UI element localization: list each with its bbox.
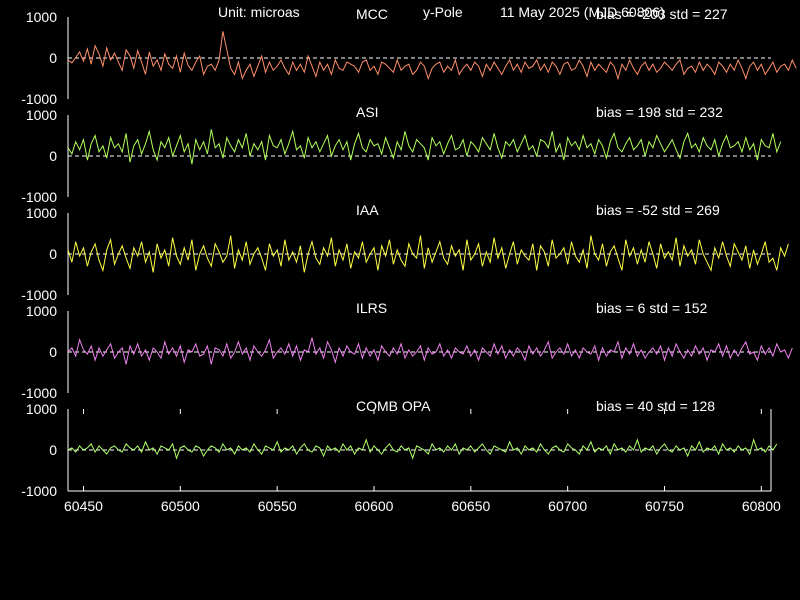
- y-tick-label: 1000: [26, 107, 57, 123]
- series-label: MCC: [356, 6, 388, 22]
- y-tick-label: 1000: [26, 303, 57, 319]
- x-tick-label: 60450: [64, 498, 103, 514]
- x-tick-label: 60600: [355, 498, 394, 514]
- y-tick-label: -1000: [21, 91, 57, 107]
- series-line-iaa: [67, 235, 789, 273]
- stats-label: bias = 198 std = 232: [596, 104, 723, 120]
- stats-label: bias = -203 std = 227: [596, 6, 728, 22]
- series-label: COMB OPA: [356, 398, 431, 414]
- y-tick-label: -1000: [21, 483, 57, 499]
- panel-asi: 1000 0 -1000 ASI bias = 198 std = 232: [21, 104, 782, 205]
- y-tick-label: 1000: [26, 205, 57, 221]
- series-line-asi: [67, 129, 782, 165]
- y-tick-label: -1000: [21, 189, 57, 205]
- series-line-ilrs: [67, 337, 793, 365]
- y-tick-label: 0: [49, 344, 57, 360]
- series-label: ILRS: [356, 300, 387, 316]
- date-label: 11 May 2025 (MJD 60806): [500, 4, 665, 20]
- x-tick-label: 60750: [645, 498, 684, 514]
- x-tick-label: 60800: [742, 498, 781, 514]
- y-tick-label: -1000: [21, 287, 57, 303]
- series-line-comb-opa: [67, 438, 778, 460]
- y-tick-label: 1000: [26, 401, 57, 417]
- y-tick-label: 1000: [26, 9, 57, 25]
- x-tick-label: 60500: [161, 498, 200, 514]
- x-tick-label: 60650: [451, 498, 490, 514]
- series-line-mcc: [67, 31, 797, 81]
- chart-title: y-Pole: [423, 4, 463, 20]
- y-tick-label: 0: [49, 246, 57, 262]
- series-label: IAA: [356, 202, 379, 218]
- panels-group: 1000 0 -1000 MCC bias = -203 std = 227 1000 0 -…: [21, 6, 797, 499]
- y-tick-label: -1000: [21, 385, 57, 401]
- panel-iaa: 1000 0 -1000 IAA bias = -52 std = 269: [21, 202, 789, 303]
- x-axis: 60450 60500 60550 60600 60650 60700 60750 60800: [64, 409, 781, 514]
- y-tick-label: 0: [49, 148, 57, 164]
- panel-ilrs: 1000 0 -1000 ILRS bias = 6 std = 152: [21, 300, 793, 401]
- x-tick-label: 60550: [258, 498, 297, 514]
- stats-label: bias = -52 std = 269: [596, 202, 720, 218]
- y-tick-label: 0: [49, 442, 57, 458]
- x-tick-label: 60700: [548, 498, 587, 514]
- y-tick-label: 0: [49, 50, 57, 66]
- panel-mcc: 1000 0 -1000 MCC bias = -203 std = 227: [21, 6, 797, 107]
- panel-comb-opa: 1000 0 -1000 COMB OPA bias = 40 std = 128: [21, 398, 778, 499]
- unit-label: Unit: microas: [218, 4, 300, 20]
- stats-label: bias = 40 std = 128: [596, 398, 715, 414]
- stats-label: bias = 6 std = 152: [596, 300, 708, 316]
- series-label: ASI: [356, 104, 379, 120]
